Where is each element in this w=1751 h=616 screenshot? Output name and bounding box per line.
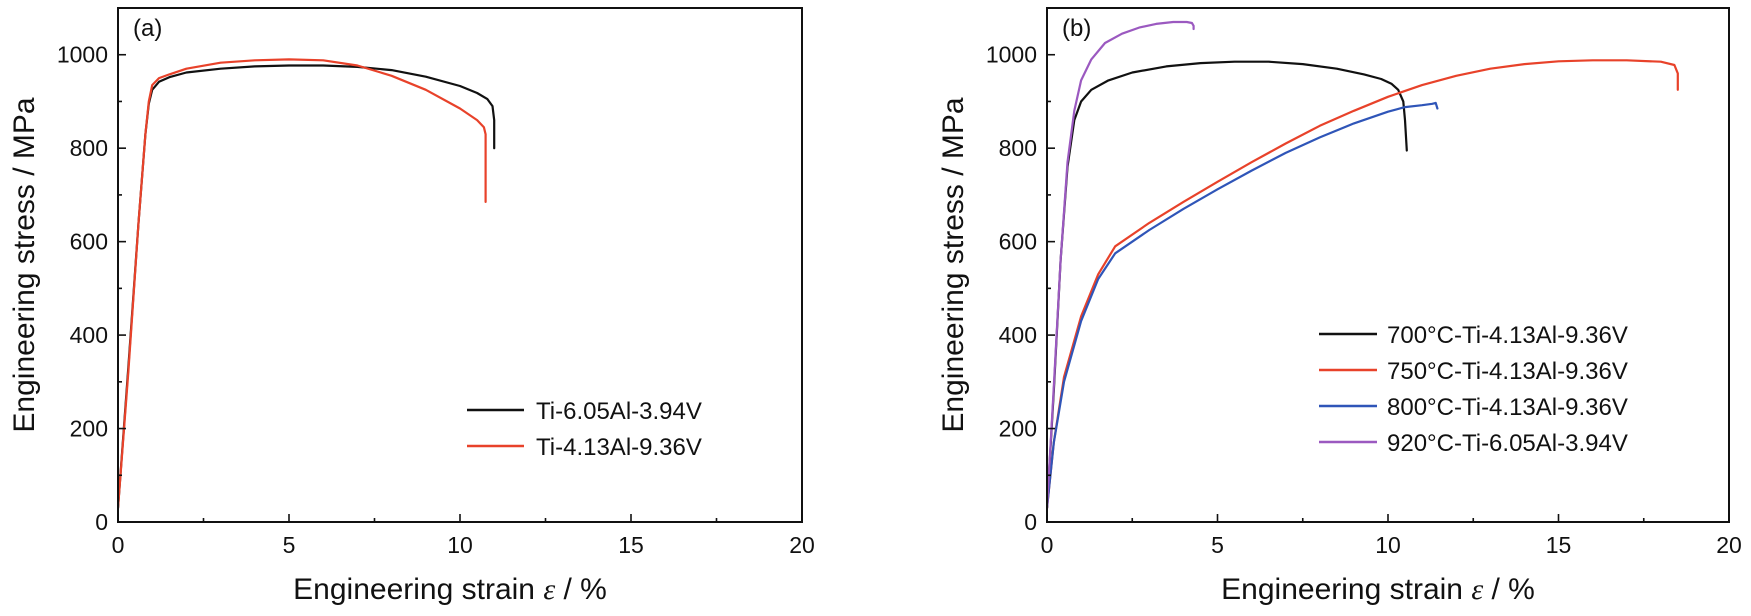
x-tick-label: 0: [1041, 532, 1054, 558]
y-tick-label: 0: [1024, 509, 1037, 535]
legend-label: 750°C-Ti-4.13Al-9.36V: [1387, 358, 1628, 385]
legend-label: 700°C-Ti-4.13Al-9.36V: [1387, 322, 1628, 349]
x-tick-label: 10: [447, 532, 473, 558]
x-tick-label: 10: [1375, 532, 1401, 558]
legend-label: 800°C-Ti-4.13Al-9.36V: [1387, 394, 1628, 421]
panel-label: (b): [1062, 15, 1091, 42]
y-axis-title: Engineering stress / MPa: [937, 97, 970, 432]
x-axis-title-symbol: ε: [543, 573, 555, 606]
series-line-4: [1047, 20, 1195, 510]
series-line-1: [118, 64, 496, 510]
x-tick-label: 15: [1546, 532, 1572, 558]
chart-panel-a: 0 5 10 15 2002004006008001000(a)Engineering …: [8, 7, 815, 606]
x-axis-title-main: Engineering strain: [1221, 573, 1471, 606]
series-line-3: [1047, 101, 1439, 510]
x-tick-label: 5: [283, 532, 296, 558]
legend-label: Ti-6.05Al-3.94V: [536, 398, 702, 425]
series-line-2: [118, 58, 487, 510]
panel-label: (a): [133, 15, 162, 42]
y-tick-label: 400: [70, 322, 108, 348]
series-line-2: [1047, 59, 1679, 510]
x-axis-title: Engineering strain ε / %: [293, 573, 607, 606]
x-tick-label: 15: [618, 532, 644, 558]
x-tick-label: 0: [112, 532, 125, 558]
series-group: [118, 58, 496, 510]
legend-label: 920°C-Ti-6.05Al-3.94V: [1387, 430, 1628, 457]
y-tick-label: 400: [999, 322, 1037, 348]
legend: 700°C-Ti-4.13Al-9.36V 750°C-Ti-4.13Al-9.3…: [1319, 322, 1628, 457]
x-tick-label: 20: [1716, 532, 1742, 558]
x-axis-title-unit: / %: [555, 573, 607, 606]
x-tick-label: 20: [789, 532, 815, 558]
y-tick-label: 800: [999, 135, 1037, 161]
y-tick-label: 0: [95, 509, 108, 535]
x-axis-title-symbol: ε: [1471, 573, 1483, 606]
y-tick-label: 600: [999, 229, 1037, 255]
legend-label: Ti-4.13Al-9.36V: [536, 434, 702, 461]
x-tick-label: 5: [1211, 532, 1224, 558]
y-tick-label: 1000: [986, 42, 1037, 68]
y-tick-label: 800: [70, 135, 108, 161]
chart-panel-b: 0 5 10 15 2002004006008001000(b)Engineering …: [937, 7, 1742, 606]
x-axis-title: Engineering strain ε / %: [1221, 573, 1535, 606]
y-tick-label: 200: [999, 416, 1037, 442]
x-axis-title-main: Engineering strain: [293, 573, 543, 606]
legend: Ti-6.05Al-3.94V Ti-4.13Al-9.36V: [467, 398, 702, 461]
y-axis-title: Engineering stress / MPa: [8, 97, 41, 432]
y-tick-label: 600: [70, 229, 108, 255]
x-axis-title-unit: / %: [1483, 573, 1535, 606]
y-tick-label: 1000: [57, 42, 108, 68]
y-tick-label: 200: [70, 416, 108, 442]
series-group: [1047, 20, 1679, 510]
